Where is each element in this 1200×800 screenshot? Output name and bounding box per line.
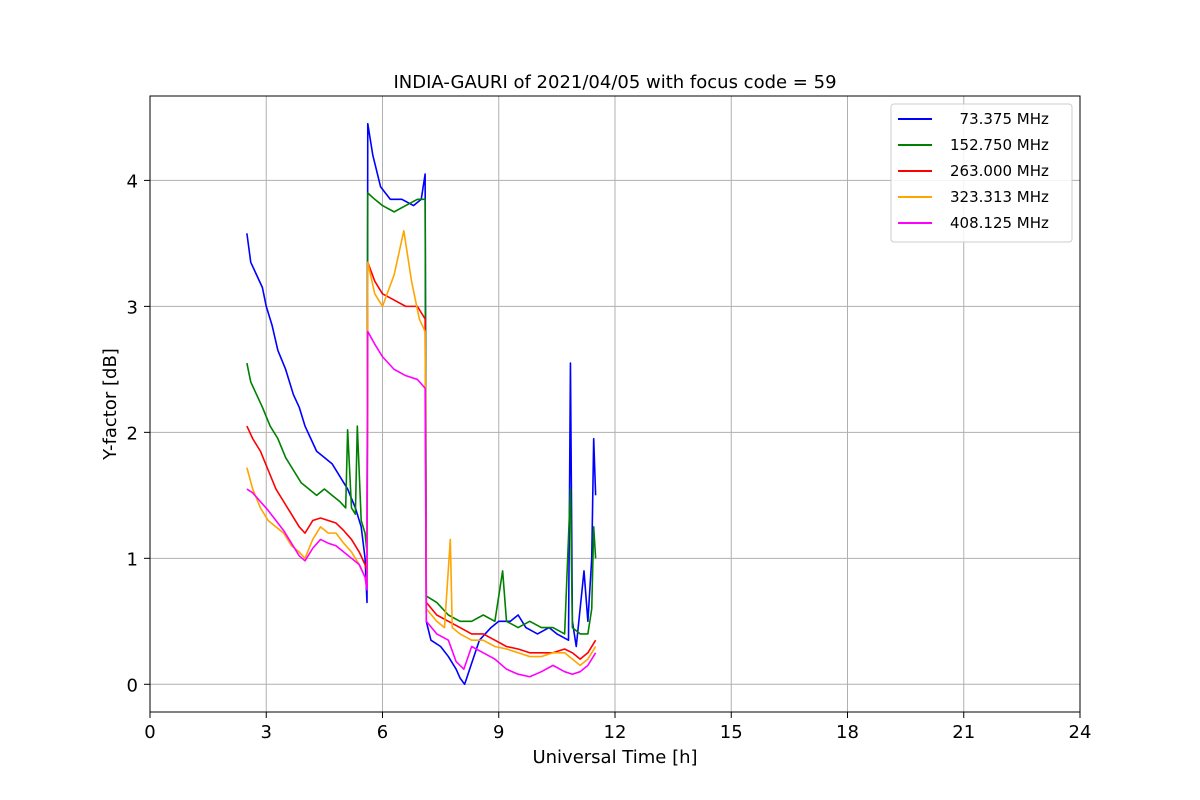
x-tick-label: 9 <box>493 722 504 743</box>
series-line-2 <box>246 261 597 660</box>
series-line-3 <box>246 229 597 667</box>
chart-title: INDIA-GAURI of 2021/04/05 with focus cod… <box>393 72 836 93</box>
legend-label-2: 263.000 MHz <box>950 162 1049 180</box>
legend: 73.375 MHz 152.750 MHz 263.000 MHz 323.313 … <box>890 103 1073 243</box>
x-tick-label: 6 <box>377 722 388 743</box>
x-tick-label: 12 <box>604 722 627 743</box>
y-tick-label: 3 <box>127 297 138 318</box>
series-layer <box>246 122 597 686</box>
series-line-0 <box>246 122 597 686</box>
series-line-4 <box>246 330 597 678</box>
legend-box <box>890 103 1073 243</box>
series-line-1 <box>246 192 597 635</box>
y-tick-label: 1 <box>127 549 138 570</box>
x-tick-label: 3 <box>261 722 272 743</box>
y-axis-label: Y-factor [dB] <box>100 348 121 461</box>
y-tick-label: 0 <box>127 675 138 696</box>
legend-label-1: 152.750 MHz <box>950 136 1049 154</box>
y-tick-label: 4 <box>127 171 138 192</box>
y-tick-label: 2 <box>127 423 138 444</box>
legend-label-3: 323.313 MHz <box>950 188 1049 206</box>
legend-label-4: 408.125 MHz <box>950 214 1049 232</box>
legend-label-0: 73.375 MHz <box>950 110 1049 128</box>
x-tick-label: 15 <box>720 722 743 743</box>
x-tick-label: 24 <box>1069 722 1092 743</box>
x-tick-label: 21 <box>952 722 975 743</box>
x-tick-label: 18 <box>836 722 859 743</box>
x-axis-label: Universal Time [h] <box>532 747 697 768</box>
x-tick-label: 0 <box>144 722 155 743</box>
